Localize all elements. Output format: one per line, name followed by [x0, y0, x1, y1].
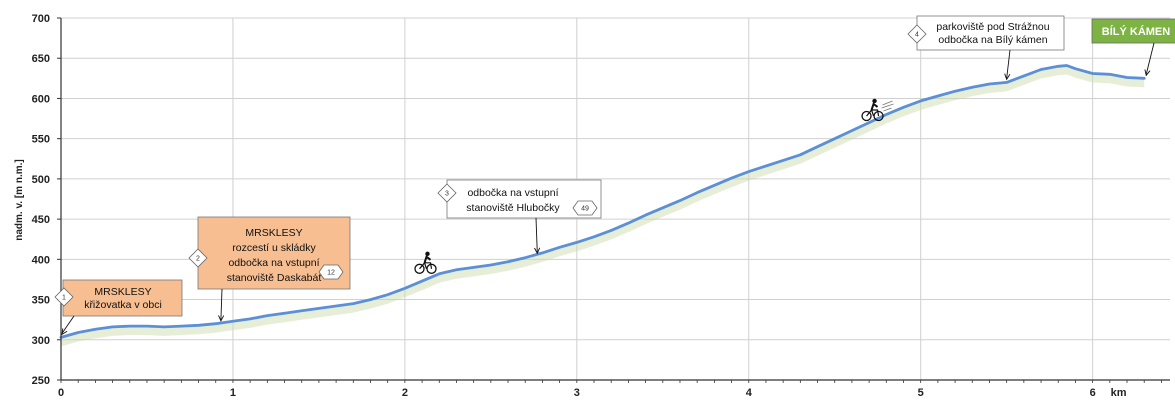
- elevation-line-group: [59, 64, 1146, 339]
- y-tick-label: 700: [32, 13, 50, 25]
- y-tick-label: 300: [32, 335, 50, 347]
- rider-body: [870, 102, 879, 111]
- annotation-text-line: křižovatka v obci: [84, 299, 162, 311]
- pointer-arrow-line: [535, 217, 538, 253]
- pointer-arrow-line: [61, 315, 75, 334]
- y-tick-label: 500: [32, 174, 50, 186]
- pointer-arrow-line: [1006, 49, 1011, 79]
- waypoint-number-badge: 3: [437, 183, 457, 203]
- cyclist-icons: [414, 98, 894, 274]
- y-tick-label: 450: [32, 214, 50, 226]
- waypoint-number: 2: [196, 256, 200, 263]
- summit-tag-label: BÍLÝ KÁMEN: [1102, 25, 1171, 38]
- annotation-text-line: odbočka na Bílý kámen: [938, 34, 1047, 46]
- bike-wheel-front: [426, 263, 437, 274]
- elevation-shadow: [61, 66, 1145, 347]
- y-axis-label: nadm. v. [m n.m.]: [14, 159, 25, 241]
- y-tick-label: 350: [32, 295, 50, 307]
- y-tick-label: 400: [32, 254, 50, 266]
- x-tick-label: 1: [230, 387, 236, 399]
- hexagon-icon: [572, 200, 598, 216]
- waypoint-number: 3: [445, 191, 449, 198]
- pointer-arrow-head: [61, 328, 68, 336]
- annotation-box-4: [916, 15, 1065, 51]
- x-tick-label: 4: [746, 387, 753, 399]
- hexagon-icon: [318, 264, 344, 280]
- waypoint-number-badge: 4: [907, 24, 927, 44]
- bike-frame: [866, 109, 880, 117]
- station-number: 49: [581, 206, 589, 213]
- pointer-arrow-line: [1145, 42, 1155, 75]
- annotation-text-line: MRSKLESY: [245, 227, 302, 239]
- rider-head: [872, 98, 877, 104]
- bike-wheel-rear: [861, 110, 872, 122]
- pointer-arrow-head: [218, 315, 225, 322]
- annotation-text-line: MRSKLESY: [94, 286, 151, 298]
- diamond-icon: [188, 248, 208, 268]
- x-tick-label: 0: [58, 387, 64, 399]
- y-tick-label: 650: [32, 53, 50, 65]
- station-number: 12: [327, 270, 335, 277]
- diamond-icon: [907, 24, 927, 44]
- bike-wheel-front: [873, 110, 884, 122]
- y-tick-label: 250: [32, 375, 50, 387]
- speed-lines: [881, 100, 894, 112]
- bike-frame: [419, 262, 433, 270]
- cyclist-icon: [414, 251, 437, 274]
- annotation-text-line: odbočka na vstupní: [228, 257, 319, 269]
- diamond-icon: [437, 183, 457, 203]
- x-tick-label: 6: [1090, 387, 1096, 399]
- cyclist-icon: [861, 98, 894, 122]
- diamond-icon: [54, 287, 74, 307]
- station-badge: 49: [572, 200, 598, 216]
- x-unit-label: km: [1111, 387, 1127, 399]
- waypoint-number: 4: [915, 32, 919, 39]
- annotation-text-line: stanoviště Daskabát: [227, 272, 322, 284]
- summit-tag-box: [1091, 18, 1175, 44]
- annotation-text-line: stanoviště Hlubočky: [466, 202, 560, 214]
- y-tick-label: 600: [32, 93, 50, 105]
- pointer-arrow-head: [1144, 69, 1151, 77]
- waypoint-number-badge: 1: [54, 287, 74, 307]
- waypoint-number: 1: [62, 295, 66, 302]
- rider-head: [425, 251, 430, 257]
- waypoint-number-badge: 2: [188, 248, 208, 268]
- bike-wheel-rear: [414, 263, 425, 274]
- elevation-shadow-band: [61, 66, 1145, 347]
- annotation-box-1: [62, 279, 183, 317]
- annotation-text-line: parkoviště pod Strážnou: [936, 21, 1049, 33]
- y-tick-label: 550: [32, 134, 50, 146]
- rider-body: [423, 255, 432, 264]
- x-tick-label: 5: [918, 387, 924, 399]
- elevation-line: [59, 64, 1146, 339]
- pointer-arrow-head: [534, 247, 541, 255]
- station-badge: 12: [318, 264, 344, 280]
- x-tick-label: 2: [402, 387, 408, 399]
- pointer-arrow-line: [220, 288, 223, 320]
- annotation-text-line: rozcestí u skládky: [232, 242, 316, 254]
- x-tick-label: 3: [574, 387, 580, 399]
- pointer-arrow-head: [1004, 73, 1011, 81]
- annotation-text-line: odbočka na vstupní: [467, 187, 558, 199]
